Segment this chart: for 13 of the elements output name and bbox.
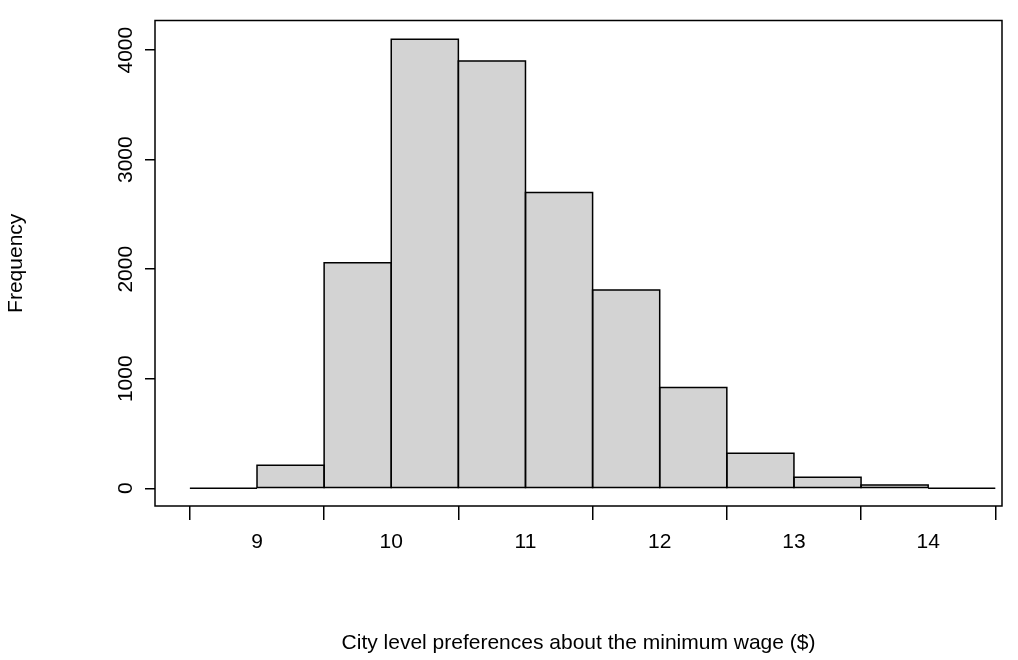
y-tick-label: 4000 [113, 26, 137, 74]
y-tick-label: 2000 [113, 245, 137, 293]
y-tick-label: 3000 [113, 136, 137, 184]
x-tick-label: 9 [251, 529, 263, 553]
x-axis-title: City level preferences about the minimum wage ($) [341, 630, 816, 654]
x-tick-label: 14 [916, 529, 941, 553]
x-tick-label: 13 [782, 529, 806, 553]
y-axis-title: Frequency [3, 213, 27, 313]
x-tick-label: 10 [379, 529, 403, 553]
x-tick-label: 12 [648, 529, 672, 553]
y-tick-label: 0 [113, 482, 137, 495]
x-tick-label: 11 [514, 529, 537, 553]
y-tick-label: 1000 [113, 355, 137, 403]
